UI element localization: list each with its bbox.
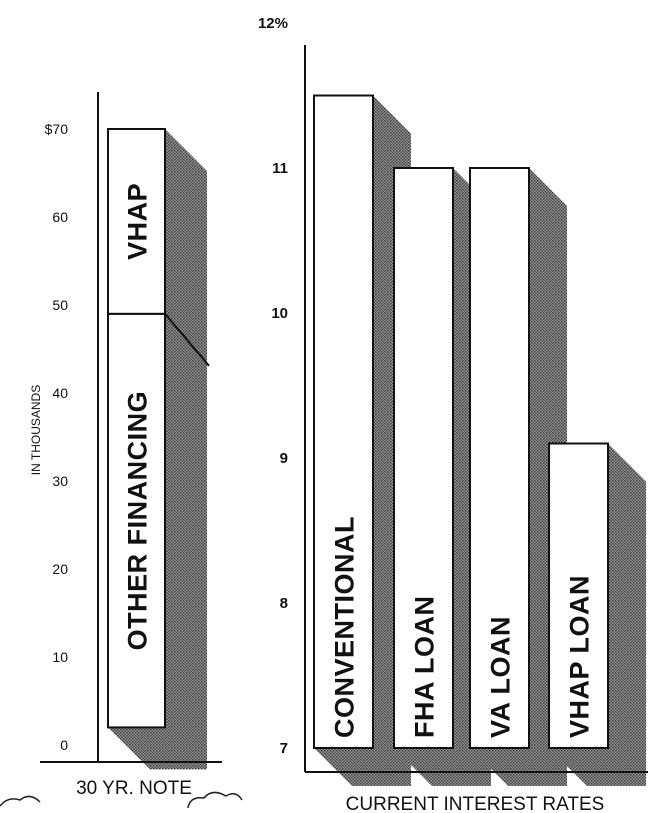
- right-bar: [393, 167, 454, 749]
- right-y-tick-label: 7: [280, 740, 288, 757]
- left-shadow-layer: [108, 129, 207, 770]
- right-x-axis-caption: CURRENT INTEREST RATES: [346, 794, 605, 813]
- left-y-tick-label: 50: [52, 297, 68, 313]
- right-bar: [313, 94, 374, 749]
- left-segment-label: OTHER FINANCING: [123, 391, 153, 651]
- left-y-tick-label: 0: [60, 737, 68, 753]
- right-bar: [548, 442, 609, 749]
- right-y-tick-label: 9: [280, 450, 288, 467]
- left-y-axis-label: IN THOUSANDS: [29, 385, 43, 475]
- left-y-tick-label: $70: [45, 121, 69, 137]
- right-bar-label: VA LOAN: [486, 616, 516, 738]
- left-y-tick-label: 30: [52, 473, 68, 489]
- decorative-cloud-doodles: [0, 791, 243, 809]
- left-bar-labels: OTHER FINANCING VHAP: [123, 183, 153, 650]
- right-bar-labels: CONVENTIONAL FHA LOAN VA LOAN VHAP LOAN: [330, 516, 595, 738]
- chart-right-interest-rates: 7 8 9 10 11 12% CONVENTIONAL FHA LOAN VA LOAN VH…: [258, 15, 648, 813]
- left-y-tick-label: 20: [52, 561, 68, 577]
- left-y-tick-label: 60: [52, 209, 68, 225]
- right-y-ticks: 7 8 9 10 11 12%: [258, 15, 288, 757]
- right-y-tick-label: 10: [271, 305, 288, 322]
- left-y-tick-label: 10: [52, 649, 68, 665]
- left-y-ticks: 0 10 20 30 40 50 60 $70: [45, 121, 69, 753]
- left-y-tick-label: 40: [52, 385, 68, 401]
- right-y-tick-label: 8: [280, 595, 288, 612]
- left-bars: [107, 128, 210, 729]
- left-split-line: [164, 313, 210, 367]
- cloud-doodle-left: [0, 795, 41, 807]
- chart-left-30yr-note: 0 10 20 30 40 50 60 $70 OTHER FINANCING VHAP IN …: [29, 92, 222, 799]
- right-bar-shadow: [394, 168, 491, 786]
- right-y-tick-label: 11: [272, 160, 288, 177]
- left-segment-label: VHAP: [123, 183, 153, 260]
- right-bars: [313, 94, 609, 749]
- left-bar-segment: [107, 128, 166, 315]
- left-x-axis-caption: 30 YR. NOTE: [76, 778, 192, 799]
- right-bar-label: VHAP LOAN: [565, 575, 595, 738]
- right-bar-shadow: [314, 95, 411, 786]
- right-bar-shadow: [470, 168, 567, 786]
- right-bar-label: CONVENTIONAL: [330, 516, 360, 738]
- right-y-tick-label: 12%: [258, 15, 288, 32]
- right-bar-shadow: [549, 443, 646, 786]
- left-bar-segment: [107, 312, 166, 729]
- cloud-doodle-middle: [187, 791, 243, 809]
- left-bar-shadow: [108, 129, 207, 770]
- right-bar: [469, 167, 530, 749]
- right-shadow-layer: [314, 95, 646, 786]
- right-bar-label: FHA LOAN: [410, 596, 440, 738]
